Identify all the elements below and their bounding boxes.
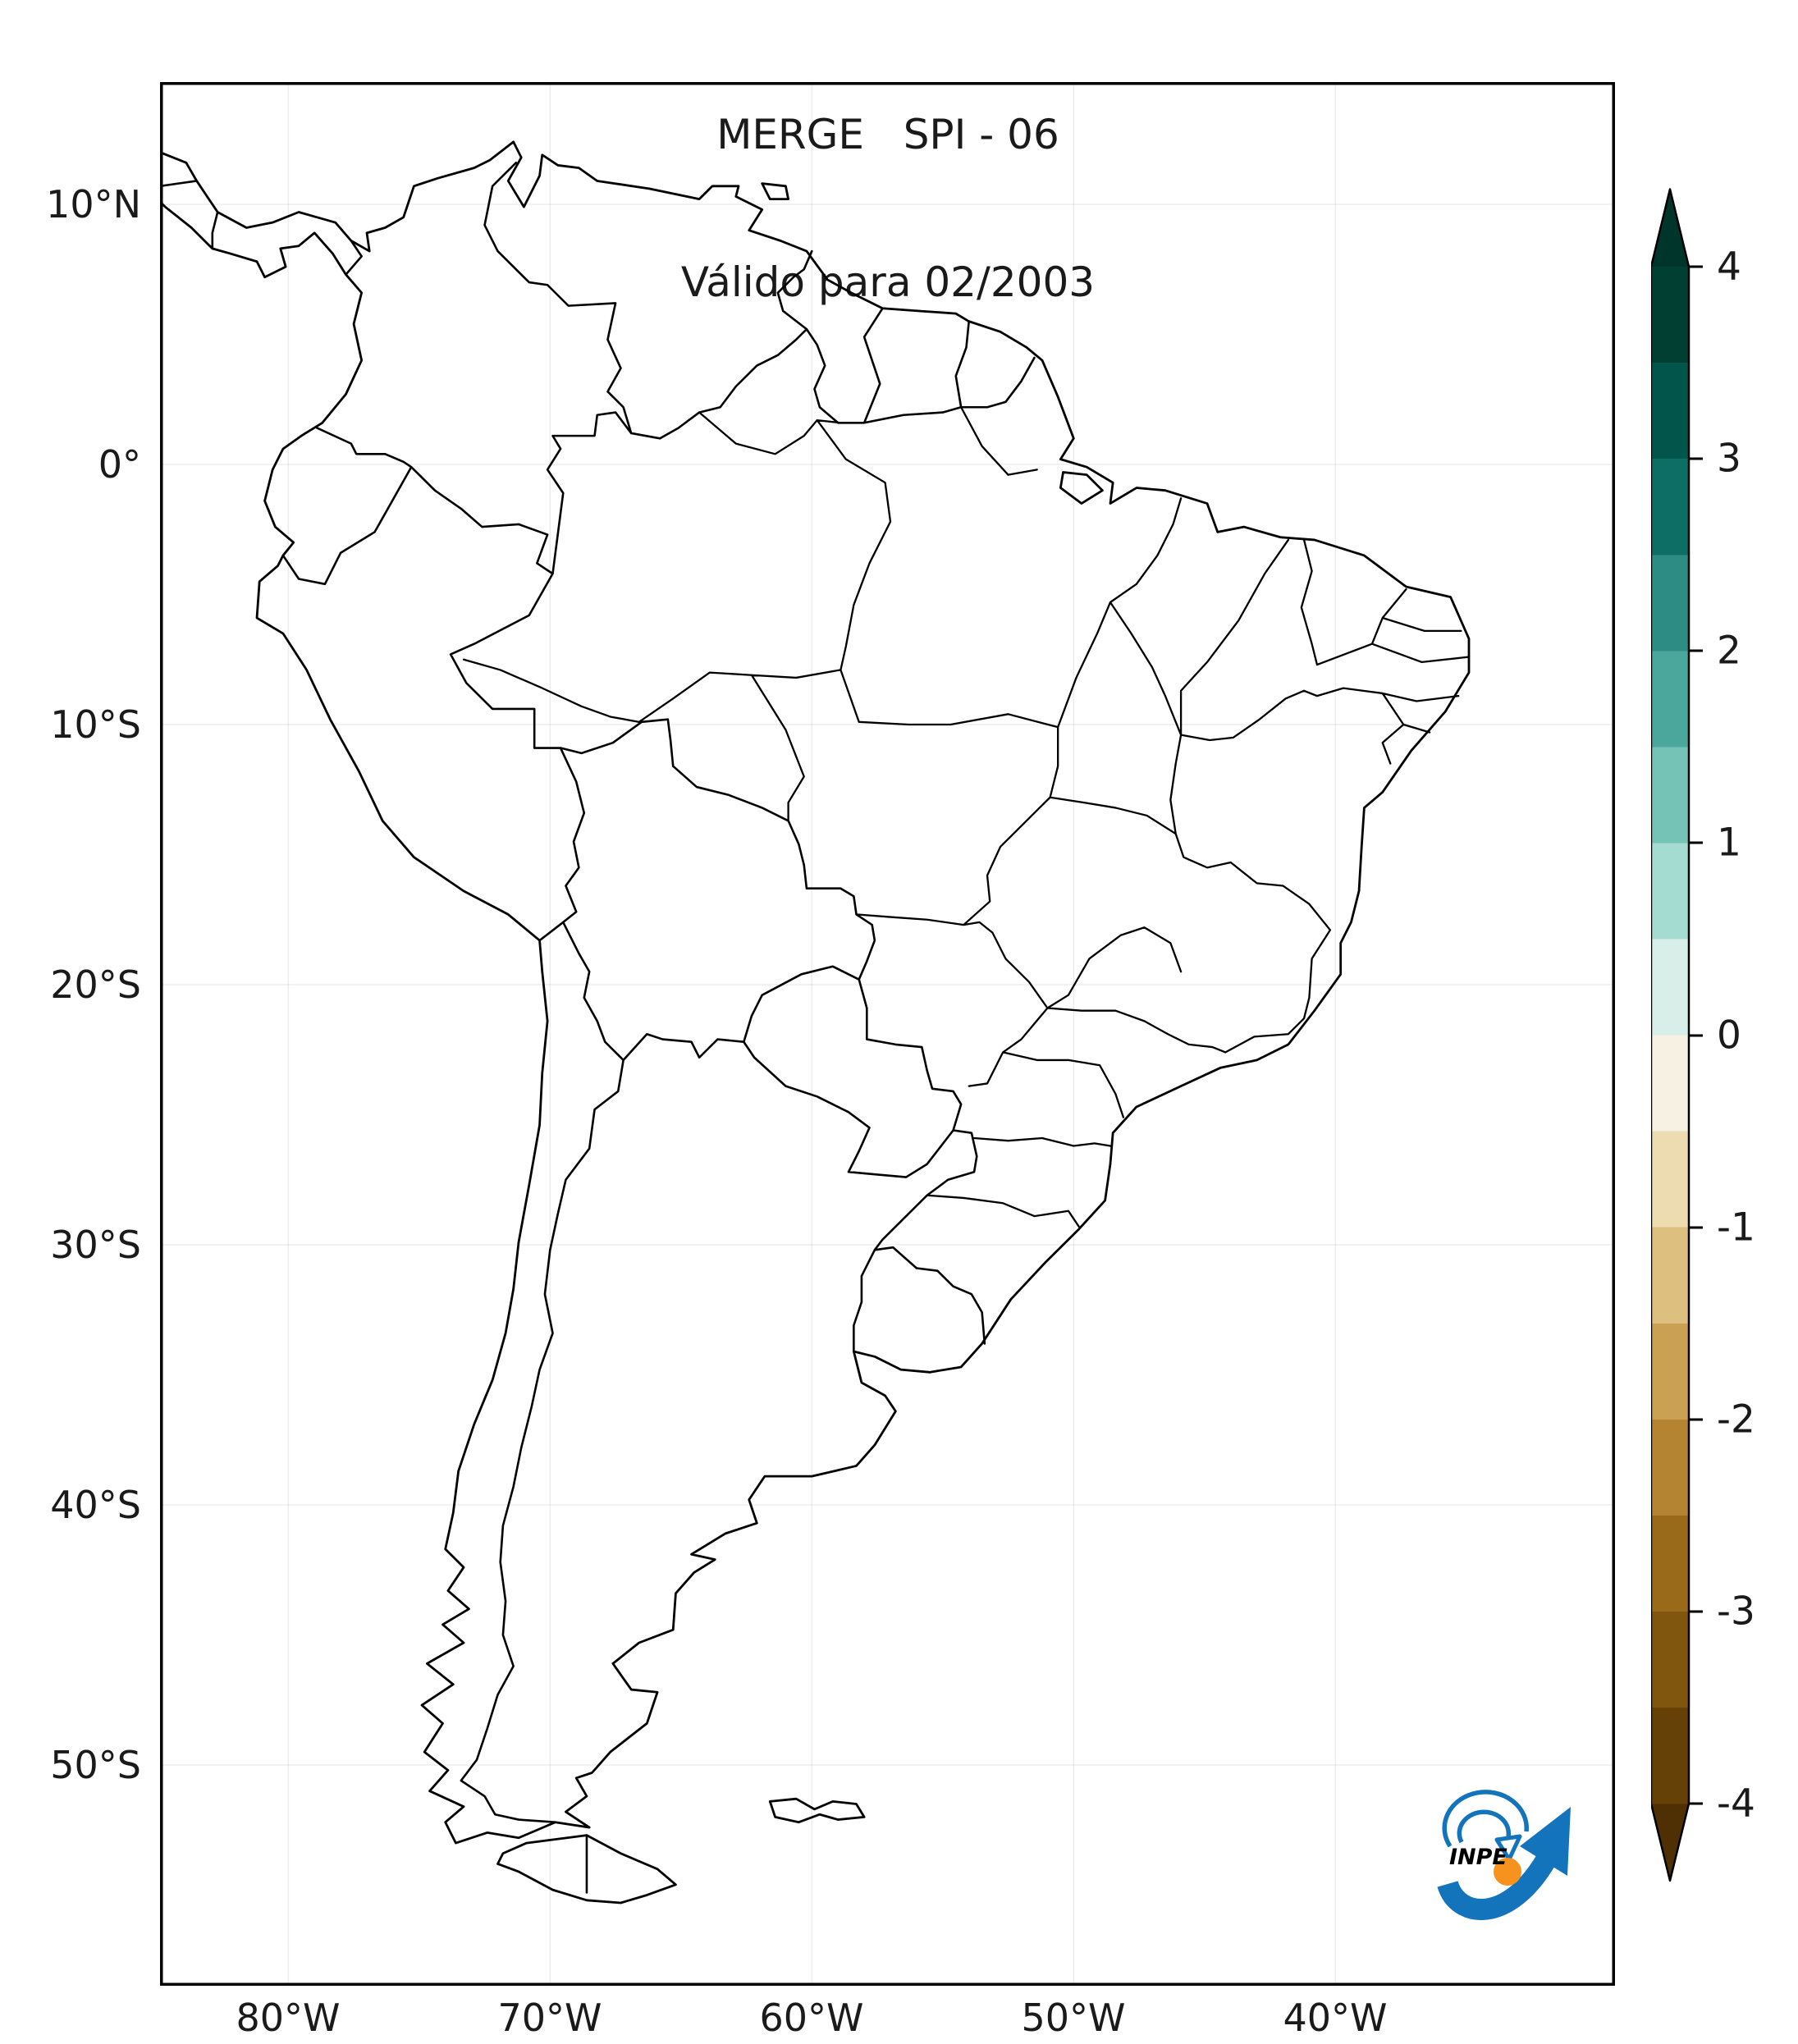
country-borders: [160, 162, 1034, 1892]
coastline: [160, 142, 1469, 1903]
lon-tick-40w: 40°W: [1283, 1996, 1388, 2040]
cb-tick-m3: -3: [1717, 1589, 1755, 1635]
inpe-swirl-icon: [1437, 1790, 1571, 1920]
inpe-logo-text: INPE: [1449, 1845, 1507, 1870]
colorbar-gradient-bar: [1651, 188, 1690, 1882]
lat-tick-10n: 10°N: [46, 182, 141, 226]
cb-tick-0: 0: [1717, 1013, 1741, 1059]
title-line2: Válido para 02/2003: [680, 258, 1096, 306]
lon-tick-70w: 70°W: [497, 1996, 602, 2040]
lat-tick-40s: 40°S: [50, 1483, 141, 1527]
lon-tick-50w: 50°W: [1021, 1996, 1126, 2040]
title-line1: MERGE SPI - 06: [716, 111, 1059, 158]
cb-tick-1: 1: [1717, 820, 1741, 866]
lon-tick-80w: 80°W: [236, 1996, 341, 2040]
cb-tick-3: 3: [1717, 436, 1741, 482]
cb-tick-m1: -1: [1717, 1205, 1755, 1251]
state-borders: [464, 407, 1469, 1227]
cb-tick-m4: -4: [1717, 1781, 1755, 1827]
cb-tick-m2: -2: [1717, 1397, 1755, 1443]
colorbar: [1651, 188, 1703, 1882]
figure-title: MERGE SPI - 06 Válido para 02/2003: [681, 11, 1095, 405]
inpe-orange-dot: [1494, 1858, 1521, 1886]
lat-tick-30s: 30°S: [50, 1223, 141, 1267]
colorbar-ticks: [1689, 265, 1703, 1805]
cb-tick-4: 4: [1717, 244, 1741, 290]
lon-tick-60w: 60°W: [759, 1996, 864, 2040]
map-canvas: [160, 82, 1615, 1986]
spi-raster-field: [160, 82, 1615, 1986]
lat-tick-50s: 50°S: [50, 1743, 141, 1787]
cb-tick-2: 2: [1717, 628, 1741, 674]
lat-tick-0: 0°: [98, 442, 141, 487]
inpe-logo: INPE: [1437, 1790, 1571, 1920]
lat-tick-20s: 20°S: [50, 963, 141, 1007]
lat-tick-10s: 10°S: [50, 702, 141, 747]
map-frame: [160, 82, 1615, 1986]
graticule: [160, 82, 1615, 1986]
